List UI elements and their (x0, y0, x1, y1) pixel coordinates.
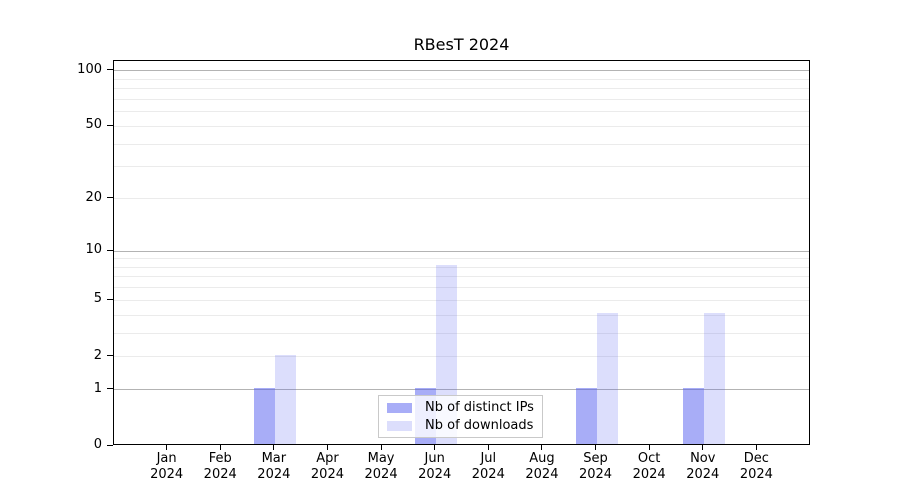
x-tick-label-year: 2024 (310, 467, 344, 482)
bar-distinct-ips-mar (253, 387, 275, 444)
y-tick-label: 0 (93, 437, 102, 452)
bar-downloads-sep (596, 313, 618, 444)
x-tick-label-year: 2024 (686, 467, 720, 482)
legend: Nb of distinct IPs Nb of downloads (378, 395, 543, 438)
x-tick-label-month: Jun (424, 451, 445, 466)
gridline-minor (114, 314, 809, 316)
y-tick (107, 298, 113, 300)
x-tick-label-month: Feb (208, 451, 232, 466)
y-tick (107, 355, 113, 357)
x-tick-label: Nov 2024 (675, 451, 731, 483)
legend-item-distinct-ips: Nb of distinct IPs (387, 400, 534, 415)
x-tick (326, 445, 328, 450)
bar-distinct-ips-nov (682, 387, 704, 444)
y-tick (107, 249, 113, 251)
legend-label-distinct-ips: Nb of distinct IPs (425, 400, 534, 415)
x-tick (219, 445, 221, 450)
x-tick-label: May 2024 (353, 451, 409, 483)
x-tick-label-month: Jul (480, 451, 497, 466)
x-tick-label-month: Aug (529, 451, 555, 466)
x-tick-label-year: 2024 (418, 467, 452, 482)
gridline-minor (114, 266, 809, 268)
legend-item-downloads: Nb of downloads (387, 418, 534, 433)
y-tick-label: 5 (93, 291, 102, 307)
x-tick-label-month: Sep (583, 451, 608, 466)
gridline-minor (114, 111, 809, 113)
gridline-minor (114, 276, 809, 278)
y-tick-label: 100 (77, 61, 102, 77)
x-tick-label: Oct 2024 (621, 451, 677, 483)
x-tick (541, 445, 543, 450)
x-tick-label-year: 2024 (203, 467, 237, 482)
x-tick-label: Jan 2024 (139, 451, 195, 483)
y-tick (107, 124, 113, 126)
x-tick-label-month: Apr (316, 451, 339, 466)
x-tick-label: Apr 2024 (299, 451, 355, 483)
x-tick-label-year: 2024 (632, 467, 666, 482)
gridline-minor (114, 78, 809, 80)
x-tick-label-year: 2024 (578, 467, 613, 482)
gridline-major (114, 250, 809, 252)
x-tick-label: Mar 2024 (246, 451, 302, 483)
x-tick-label: Jun 2024 (407, 451, 463, 483)
x-tick (595, 445, 597, 450)
y-tick (107, 444, 113, 446)
gridline-minor (114, 166, 809, 168)
x-tick (380, 445, 382, 450)
legend-swatch-distinct-ips-icon (387, 402, 412, 413)
x-tick-label: Jul 2024 (460, 451, 516, 483)
x-tick-label-month: Oct (637, 451, 661, 466)
x-tick (166, 445, 168, 450)
x-tick-label: Sep 2024 (568, 451, 624, 483)
x-tick (648, 445, 650, 450)
x-tick-label-month: Nov (690, 451, 716, 466)
y-tick-label: 2 (93, 347, 102, 363)
y-tick-label: 50 (85, 117, 102, 133)
y-tick (107, 69, 113, 71)
gridline-minor (114, 287, 809, 289)
x-tick-label-year: 2024 (525, 467, 559, 482)
bar-distinct-ips-sep (575, 387, 597, 444)
y-tick-label: 20 (85, 189, 102, 205)
gridline-minor (114, 98, 809, 100)
x-tick-label-year: 2024 (471, 467, 505, 482)
x-tick-label: Feb 2024 (192, 451, 248, 483)
x-tick (702, 445, 704, 450)
gridline-minor (114, 198, 809, 199)
x-tick-label-year: 2024 (257, 467, 291, 482)
x-tick (487, 445, 489, 450)
gridline-minor (114, 356, 809, 358)
x-tick-label-year: 2024 (150, 467, 184, 482)
y-tick-label: 1 (93, 380, 102, 396)
x-tick-label-year: 2024 (739, 467, 773, 482)
chart-title: RBesT 2024 (413, 35, 510, 54)
x-tick-label: Dec 2024 (728, 451, 784, 483)
x-tick (434, 445, 436, 450)
gridline-major (114, 70, 809, 72)
x-tick-label-month: Jan (156, 451, 177, 466)
y-tick (107, 388, 113, 390)
gridline-minor (114, 299, 809, 301)
gridline-minor (114, 125, 809, 127)
x-tick-label-year: 2024 (364, 467, 398, 482)
gridline-minor (114, 143, 809, 145)
x-tick-label-month: Dec (743, 451, 769, 466)
bar-downloads-mar (274, 354, 296, 444)
gridline-minor (114, 332, 809, 334)
gridline-minor (114, 258, 809, 260)
legend-swatch-downloads-icon (387, 420, 412, 431)
x-tick-label: Aug 2024 (514, 451, 570, 483)
plot-area (113, 60, 810, 445)
bar-downloads-nov (703, 313, 725, 444)
x-tick-label-month: May (367, 451, 395, 466)
y-tick (107, 197, 113, 198)
x-tick-label-month: Mar (261, 451, 287, 466)
legend-label-downloads: Nb of downloads (425, 418, 534, 433)
y-tick-label: 10 (85, 242, 102, 258)
x-tick (755, 445, 757, 450)
gridline-major (114, 389, 809, 391)
gridline-minor (114, 88, 809, 90)
x-tick (273, 445, 275, 450)
